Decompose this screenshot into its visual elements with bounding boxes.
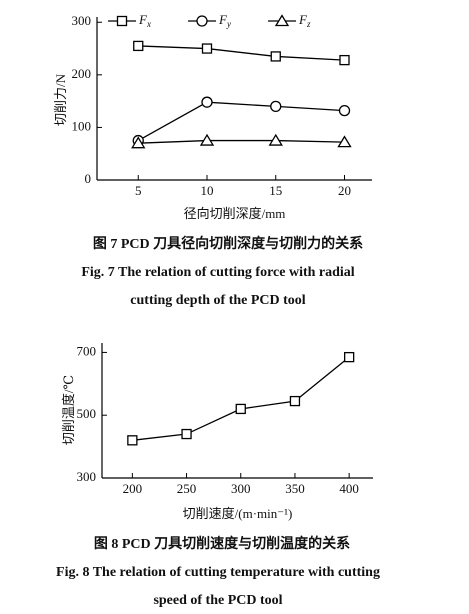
marker-circle bbox=[201, 96, 213, 108]
marker-square bbox=[201, 43, 213, 54]
x-tick-label: 350 bbox=[285, 481, 305, 496]
marker-square bbox=[133, 40, 144, 52]
marker-square bbox=[127, 435, 138, 446]
series-line bbox=[138, 139, 345, 144]
marker-square bbox=[289, 395, 301, 407]
x-axis-label: 径向切削深度/mm bbox=[184, 206, 286, 221]
y-tick-label: 500 bbox=[77, 406, 97, 421]
caption-line: Fig. 7 The relation of cutting force wit… bbox=[81, 265, 354, 280]
marker-square bbox=[181, 428, 192, 440]
caption-line: Fig. 8 The relation of cutting temperatu… bbox=[56, 565, 380, 580]
series-line bbox=[132, 356, 350, 441]
y-tick-label: 700 bbox=[77, 343, 97, 358]
x-tick-label: 5 bbox=[135, 183, 142, 198]
y-tick-label: 300 bbox=[72, 13, 92, 28]
legend-label: Fz bbox=[298, 12, 311, 29]
marker-circle bbox=[338, 104, 351, 117]
y-axis-label: 切削温度/℃ bbox=[61, 375, 76, 445]
x-tick-label: 250 bbox=[177, 481, 197, 496]
caption-line: 图 8 PCD 刀具切削速度与切削温度的关系 bbox=[94, 535, 350, 552]
x-tick-label: 15 bbox=[269, 183, 282, 198]
y-axis-label: 切削力/N bbox=[53, 73, 68, 126]
legend-label: Fx bbox=[138, 12, 151, 29]
marker-square bbox=[116, 15, 128, 27]
x-tick-label: 200 bbox=[123, 481, 143, 496]
marker-triangle bbox=[337, 135, 352, 148]
marker-triangle bbox=[199, 133, 215, 146]
x-tick-label: 10 bbox=[201, 183, 214, 198]
series-line bbox=[138, 45, 345, 61]
marker-square bbox=[344, 351, 355, 363]
y-tick-label: 200 bbox=[72, 66, 92, 81]
y-tick-label: 300 bbox=[77, 469, 97, 484]
series-line bbox=[137, 101, 345, 142]
x-tick-label: 300 bbox=[231, 481, 251, 496]
marker-square bbox=[339, 54, 350, 66]
marker-triangle bbox=[268, 133, 283, 146]
marker-square bbox=[270, 51, 281, 62]
caption-line: 图 7 PCD 刀具径向切削深度与切削力的关系 bbox=[93, 235, 363, 252]
marker-triangle bbox=[131, 136, 146, 149]
marker-circle bbox=[196, 15, 208, 27]
y-tick-label: 100 bbox=[72, 118, 92, 133]
marker-triangle bbox=[274, 14, 290, 27]
y-tick-label: 0 bbox=[85, 171, 92, 186]
x-axis-label: 切削速度/(m·min⁻¹) bbox=[183, 506, 293, 521]
marker-circle bbox=[270, 100, 282, 113]
caption-line: speed of the PCD tool bbox=[153, 593, 282, 608]
x-tick-label: 20 bbox=[338, 183, 351, 198]
legend-label: Fy bbox=[218, 12, 231, 29]
marker-square bbox=[235, 403, 246, 415]
x-tick-label: 400 bbox=[339, 481, 359, 496]
caption-line: cutting depth of the PCD tool bbox=[130, 293, 305, 308]
